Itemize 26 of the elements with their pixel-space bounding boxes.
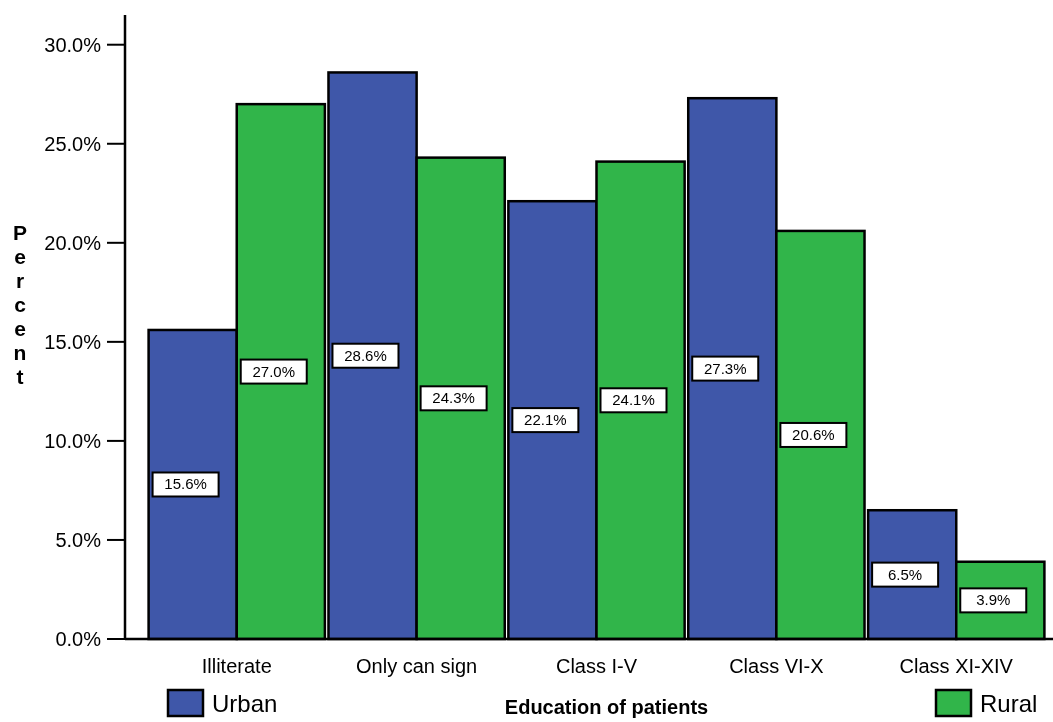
data-label: 6.5%: [888, 565, 923, 583]
x-tick-label: Class XI-XIV: [899, 655, 1014, 677]
y-tick-label: 0.0%: [55, 628, 102, 650]
data-label: 15.6%: [164, 475, 207, 493]
y-tick-label: 10.0%: [44, 429, 102, 452]
y-tick-label: 20.0%: [44, 231, 102, 254]
legend-label: Urban: [212, 690, 278, 717]
y-tick-label: 25.0%: [44, 132, 102, 155]
legend-label: Rural: [980, 690, 1038, 717]
x-tick-label: Only can sign: [356, 655, 478, 677]
data-label: 27.3%: [703, 359, 747, 377]
y-tick-label: 5.0%: [55, 528, 102, 551]
x-tick-label: Class VI-X: [729, 655, 824, 677]
data-label: 20.6%: [792, 425, 835, 443]
data-label: 27.0%: [252, 362, 296, 380]
data-label: 24.1%: [612, 391, 655, 409]
x-tick-label: Illiterate: [201, 655, 272, 677]
data-label: 24.3%: [432, 389, 475, 407]
y-axis-title: Percent: [12, 221, 28, 388]
data-label: 28.6%: [344, 346, 387, 364]
x-tick-label: Class I-V: [555, 655, 638, 677]
x-axis-title: Education of patients: [504, 696, 709, 718]
data-label: 22.1%: [524, 411, 567, 429]
y-tick-label: 30.0%: [44, 33, 102, 56]
y-tick-label: 15.0%: [44, 330, 102, 353]
data-label: 3.9%: [976, 591, 1011, 609]
